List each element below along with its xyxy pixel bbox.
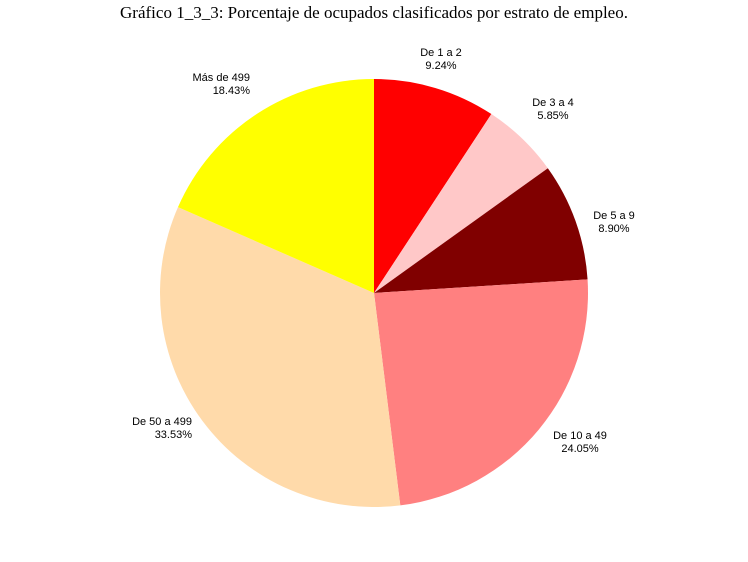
slice-label-3: De 5 a 9 [593,210,635,222]
pie-slice-4 [374,279,589,506]
slice-value-3: 8.90% [598,223,629,235]
slice-value-4: 24.05% [561,443,599,455]
pie-slice-6 [177,79,374,293]
chart-title: Gráfico 1_3_3: Porcentaje de ocupados cl… [120,3,628,22]
pie-slice-2 [374,114,548,293]
pie-slice-1 [374,79,492,293]
slice-value-5: 33.53% [155,429,193,441]
slice-label-4: De 10 a 49 [553,430,607,442]
slice-label-6: Más de 499 [193,72,250,84]
slice-label-5: De 50 a 499 [132,416,192,428]
pie-slice-5 [160,207,401,508]
slice-value-2: 5.85% [537,110,568,122]
slice-value-1: 9.24% [425,60,456,72]
slice-label-1: De 1 a 2 [420,47,462,59]
slice-label-2: De 3 a 4 [532,97,574,109]
slice-value-6: 18.43% [213,85,251,97]
pie-slice-3 [374,168,588,293]
